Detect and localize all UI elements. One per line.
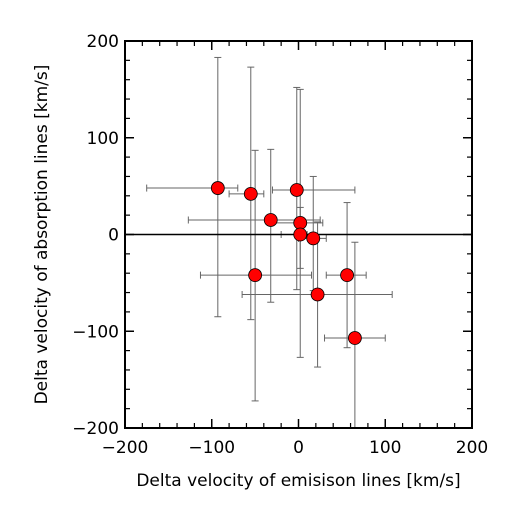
data-markers — [210, 181, 362, 345]
error-bars — [146, 56, 393, 429]
data-point — [306, 231, 321, 246]
data-point — [347, 331, 362, 345]
x-tick-label: −100 — [188, 438, 235, 458]
data-point — [293, 215, 308, 230]
data-point — [263, 213, 278, 227]
y-axis-label: Delta velocity of absorption lines [km/s… — [32, 65, 52, 405]
y-tick-label: −100 — [72, 322, 119, 342]
data-point — [210, 181, 225, 195]
data-point — [293, 227, 308, 242]
data-point — [248, 268, 263, 283]
data-point — [340, 268, 354, 283]
x-tick-label: −200 — [102, 438, 149, 458]
y-tick-label: 200 — [87, 32, 119, 52]
x-tick-label: 100 — [369, 438, 401, 458]
data-point — [243, 186, 258, 201]
axis-ticks: −200 −100 0 100 200 −200 −100 0 100 200 — [72, 32, 488, 458]
y-tick-label: −200 — [72, 419, 119, 439]
x-tick-label: 0 — [293, 438, 304, 458]
x-tick-label: 200 — [456, 438, 488, 458]
y-tick-label: 100 — [87, 129, 119, 149]
data-point — [310, 287, 325, 302]
y-tick-label: 0 — [108, 226, 119, 246]
x-axis-label: Delta velocity of emisison lines [km/s] — [136, 471, 460, 491]
data-point — [289, 183, 304, 197]
